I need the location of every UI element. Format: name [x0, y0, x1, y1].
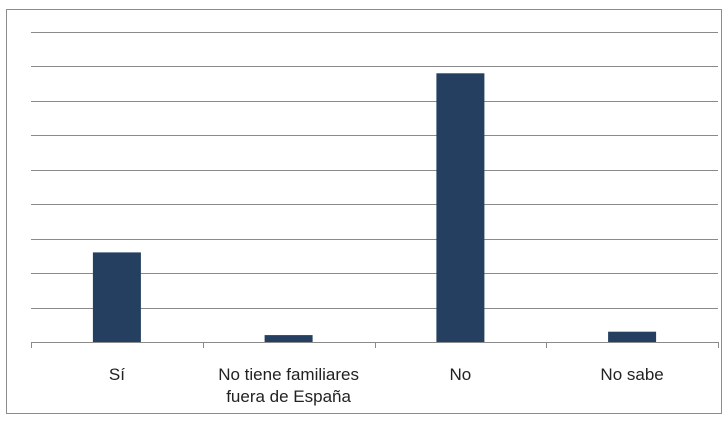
category-labels: Sí No tiene familiares fuera de España No No… [109, 365, 664, 406]
x-axis [31, 342, 719, 348]
bar [264, 335, 313, 342]
bars [92, 73, 657, 343]
bar [608, 331, 657, 342]
bar [436, 73, 485, 343]
bar [92, 252, 141, 342]
category-label: No sabe [600, 365, 663, 384]
gridlines [31, 32, 718, 309]
category-label: Sí [109, 365, 125, 384]
category-label: No [450, 365, 472, 384]
chart-frame [6, 9, 722, 414]
category-label: No tiene familiares fuera de España [218, 365, 359, 406]
